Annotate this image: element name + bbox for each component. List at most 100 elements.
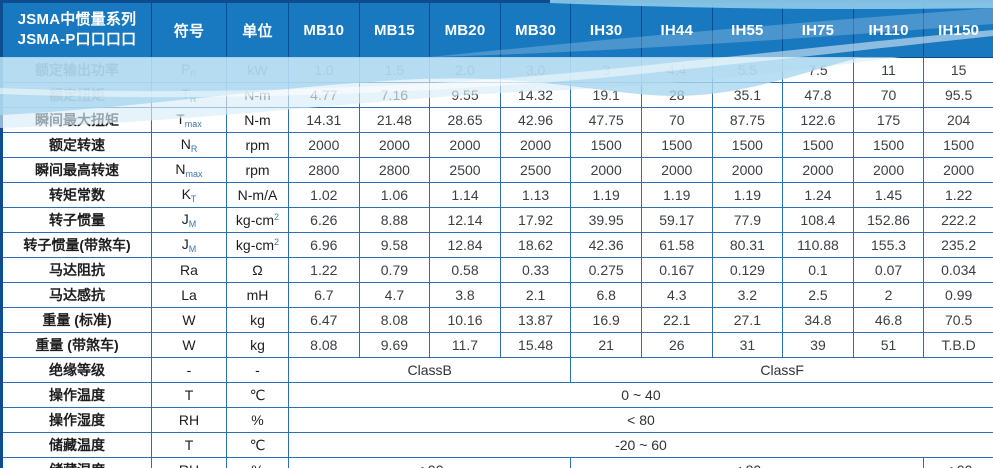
- column-header-ih110: IH110: [852, 1, 925, 58]
- value-cell-mb10: 4.77: [288, 82, 360, 108]
- value-cell-mb10: 6.47: [288, 307, 360, 333]
- row-symbol: KT: [151, 182, 227, 208]
- value-cell-ih75: 0.1: [782, 257, 854, 283]
- value-cell-mb30: 2.1: [499, 282, 572, 308]
- value-cell-mb20: 2500: [429, 157, 501, 183]
- table-row: 额定扭矩 TR N-m 4.77 7.16 9.55 14.32 19.1 28 35.1 47.8…: [1, 82, 993, 108]
- value-cell-ih55: 1500: [711, 132, 784, 158]
- value-cell-mb30: 17.92: [499, 207, 572, 233]
- table-row: 储藏温度 T ℃ -20 ~ 60: [1, 432, 993, 458]
- value-cell-ih30: 6.8: [570, 282, 642, 308]
- value-cell-ih150: 235.2: [923, 232, 993, 258]
- value-cell-ih75: 108.4: [782, 207, 854, 233]
- value-cell-ih150: 0.034: [923, 257, 993, 283]
- value-cell-mb30: 18.62: [499, 232, 572, 258]
- unit-base: N-m: [244, 112, 271, 128]
- value-cell-ih55: 1.19: [711, 182, 784, 208]
- row-unit: rpm: [226, 157, 289, 183]
- value-cell-ih44: 59.17: [640, 207, 713, 233]
- value-cell-ih44: 4.3: [640, 282, 713, 308]
- row-label: 马达感抗: [1, 282, 152, 308]
- column-header-mb20: MB20: [429, 1, 501, 58]
- table-row: 马达阻抗 Ra Ω 1.22 0.79 0.58 0.33 0.275 0.167 0.129 0.…: [1, 257, 993, 283]
- value-cell-mb10: 1.02: [288, 182, 360, 208]
- value-cell-ih110: 155.3: [852, 232, 925, 258]
- table-row: 操作湿度 RH% < 80: [1, 407, 993, 433]
- symbol-base: N: [175, 161, 186, 177]
- unit-base: mH: [246, 287, 269, 303]
- value-cell-mb15: 8.08: [358, 307, 431, 333]
- row-unit: N-m: [226, 82, 289, 108]
- merged-value-cell: < 90: [923, 457, 993, 468]
- value-cell-ih110: 46.8: [852, 307, 925, 333]
- table-row: 额定输出功率 PR kW 1.0 1.5 2.0 3.0 3 4.4 5.5 7.5 11 15: [1, 57, 993, 83]
- value-cell-ih150: 15: [923, 57, 993, 83]
- symbol-base: RH: [178, 412, 200, 428]
- value-cell-ih55: 87.75: [711, 107, 784, 133]
- column-header-ih30: IH30: [570, 1, 642, 58]
- value-cell-mb20: 9.55: [429, 82, 501, 108]
- row-symbol: Tmax: [151, 107, 227, 133]
- value-cell-mb30: 2000: [499, 132, 572, 158]
- symbol-base: La: [181, 287, 197, 303]
- symbol-base: N: [180, 136, 191, 152]
- table-row: 储藏湿度 RH% < 90< 80< 90: [1, 457, 993, 468]
- symbol-base: W: [182, 312, 196, 328]
- symbol-subscript: R: [190, 144, 198, 154]
- row-unit: kW: [226, 57, 289, 83]
- value-cell-mb15: 8.88: [358, 207, 431, 233]
- value-cell-mb10: 2000: [288, 132, 360, 158]
- symbol-subscript: M: [188, 219, 197, 229]
- value-cell-mb15: 4.7: [358, 282, 431, 308]
- table-row: 瞬间最高转速 Nmax rpm 2800 2800 2500 2500 2000 2000 200…: [1, 157, 993, 183]
- value-cell-ih150: 204: [923, 107, 993, 133]
- row-label: 转子惯量: [1, 207, 152, 233]
- value-cell-ih44: 1.19: [640, 182, 713, 208]
- symbol-subscript: T: [190, 194, 197, 204]
- value-cell-mb30: 14.32: [499, 82, 572, 108]
- value-cell-ih150: 70.5: [923, 307, 993, 333]
- value-cell-mb15: 9.58: [358, 232, 431, 258]
- symbol-base: W: [182, 337, 196, 353]
- value-cell-ih30: 42.36: [570, 232, 642, 258]
- value-cell-ih44: 61.58: [640, 232, 713, 258]
- value-cell-mb15: 0.79: [358, 257, 431, 283]
- value-cell-mb20: 3.8: [429, 282, 501, 308]
- unit-base: kg-cm: [235, 212, 275, 228]
- value-cell-mb30: 1.13: [499, 182, 572, 208]
- value-cell-ih30: 0.275: [570, 257, 642, 283]
- value-cell-ih75: 34.8: [782, 307, 854, 333]
- value-cell-ih30: 39.95: [570, 207, 642, 233]
- row-symbol: JM: [151, 207, 227, 233]
- symbol-base: -: [186, 362, 192, 378]
- value-cell-ih110: 2: [852, 282, 925, 308]
- row-symbol: W: [151, 307, 227, 333]
- row-unit: ℃: [226, 382, 289, 408]
- value-cell-ih30: 3: [570, 57, 642, 83]
- table-row: 额定转速 NR rpm 2000 2000 2000 2000 1500 1500 1500 150…: [1, 132, 993, 158]
- column-header-ih44: IH44: [640, 1, 713, 58]
- value-cell-ih44: 22.1: [640, 307, 713, 333]
- table-row: 瞬间最大扭矩 Tmax N-m 14.31 21.48 28.65 42.96 47.75 70…: [1, 107, 993, 133]
- column-header-mb30: MB30: [499, 1, 572, 58]
- value-cell-mb10: 6.7: [288, 282, 360, 308]
- row-label: 操作温度: [1, 382, 152, 408]
- symbol-subscript: max: [184, 119, 202, 129]
- row-label: 重量 (标准): [1, 307, 152, 333]
- series-title: JSMA中惯量系列 JSMA-P口口口口: [1, 1, 152, 58]
- symbol-base: Ra: [180, 262, 198, 278]
- value-cell-mb10: 14.31: [288, 107, 360, 133]
- value-cell-ih150: 2000: [923, 157, 993, 183]
- row-symbol: PR: [151, 57, 227, 83]
- value-cell-ih55: 0.129: [711, 257, 784, 283]
- value-cell-ih110: 70: [852, 82, 925, 108]
- row-symbol: RH: [151, 407, 227, 433]
- value-cell-ih30: 21: [570, 332, 642, 358]
- merged-value-cell: < 90: [287, 457, 572, 468]
- value-cell-mb10: 6.96: [288, 232, 360, 258]
- unit-base: kg: [250, 312, 265, 328]
- value-cell-ih55: 80.31: [711, 232, 784, 258]
- value-cell-mb20: 12.14: [429, 207, 501, 233]
- symbol-base: J: [181, 211, 189, 227]
